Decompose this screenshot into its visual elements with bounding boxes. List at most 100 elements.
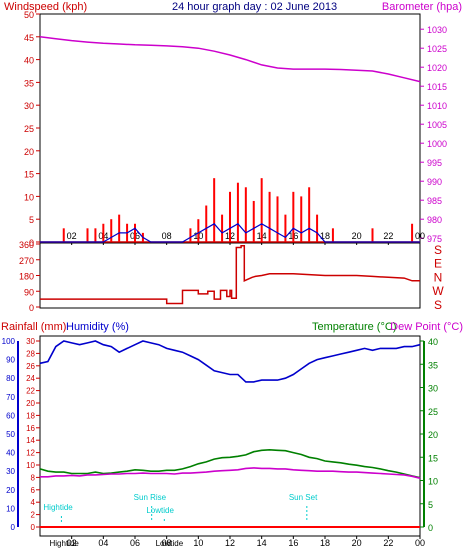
- rain-tick-label: 2: [31, 511, 36, 520]
- chart-title: 24 hour graph day : 02 June 2013: [172, 1, 337, 13]
- wind-x-tick-label: 22: [383, 231, 393, 241]
- barometer-tick-label: 985: [427, 196, 442, 206]
- rainfall-axis-label: Rainfall (mm): [1, 321, 66, 333]
- compass-label: E: [434, 257, 442, 271]
- climate-panel-frame: [39, 335, 421, 537]
- climate-x-tick-label: 22: [383, 538, 393, 548]
- tide-annotation: Lowtide: [146, 506, 174, 515]
- humidity-tick-label: 70: [6, 393, 15, 402]
- rain-tick-label: 8: [31, 473, 36, 482]
- rain-tick-label: 16: [26, 424, 35, 433]
- temperature-tick-label: 40: [428, 337, 438, 347]
- rain-tick-label: 12: [26, 449, 35, 458]
- bottom-tide-label: Hightide: [50, 539, 80, 548]
- rain-tick-label: 10: [26, 461, 35, 470]
- temperature-tick-label: 35: [428, 360, 438, 370]
- windspeed-tick-label: 0: [29, 238, 34, 248]
- rain-tick-label: 28: [26, 349, 35, 358]
- rain-tick-label: 14: [26, 436, 35, 445]
- humidity-tick-label: 10: [6, 504, 15, 513]
- humidity-tick-label: 30: [6, 467, 15, 476]
- compass-label: S: [434, 298, 442, 312]
- barometer-tick-label: 1030: [427, 25, 447, 35]
- wind-x-tick-label: 20: [352, 231, 362, 241]
- temperature-axis-label: Temperature (°C): [312, 321, 396, 333]
- rain-tick-label: 0: [31, 523, 36, 532]
- wind-x-tick-label: 00: [415, 231, 425, 241]
- barometer-tick-label: 990: [427, 177, 442, 187]
- humidity-tick-label: 100: [2, 337, 16, 346]
- temperature-tick-label: 20: [428, 430, 438, 440]
- direction-tick-label: 90: [24, 287, 34, 297]
- windspeed-tick-label: 20: [24, 147, 34, 157]
- rain-tick-label: 30: [26, 337, 35, 346]
- climate-x-tick-label: 06: [130, 538, 140, 548]
- humidity-tick-label: 50: [6, 430, 15, 439]
- windspeed-tick-label: 25: [24, 124, 34, 134]
- humidity-tick-label: 40: [6, 449, 15, 458]
- temperature-tick-label: 30: [428, 384, 438, 394]
- windspeed-tick-label: 45: [24, 33, 34, 43]
- barometer-tick-label: 1000: [427, 139, 447, 149]
- climate-x-tick-label: 08: [162, 538, 172, 548]
- windspeed-tick-label: 5: [29, 215, 34, 225]
- humidity-tick-label: 90: [6, 356, 15, 365]
- barometer-tick-label: 980: [427, 215, 442, 225]
- wind-x-tick-label: 08: [162, 231, 172, 241]
- barometer-tick-label: 995: [427, 158, 442, 168]
- temperature-tick-label: 10: [428, 477, 438, 487]
- bottom-tide-label: Lowtide: [156, 539, 184, 548]
- climate-x-tick-label: 00: [415, 538, 425, 548]
- compass-label: N: [434, 270, 443, 284]
- tide-annotation: Sun Set: [289, 493, 318, 502]
- windspeed-axis-label: Windspeed (kph): [4, 1, 87, 13]
- climate-x-tick-label: 12: [225, 538, 235, 548]
- barometer-tick-label: 975: [427, 234, 442, 244]
- humidity-line: [39, 340, 421, 383]
- windspeed-tick-label: 40: [24, 56, 34, 66]
- direction-tick-label: 270: [19, 256, 34, 266]
- climate-x-tick-label: 02: [67, 538, 77, 548]
- temperature-tick-label: 25: [428, 407, 438, 417]
- compass-label: S: [434, 243, 442, 257]
- windspeed-tick-label: 10: [24, 192, 34, 202]
- climate-x-tick-label: 10: [193, 538, 203, 548]
- rain-tick-label: 26: [26, 362, 35, 371]
- humidity-tick-label: 0: [11, 523, 16, 532]
- rain-tick-label: 4: [31, 498, 36, 507]
- direction-tick-label: 180: [19, 272, 34, 282]
- temperature-line: [39, 448, 421, 479]
- chart-marks: 0510152025303540455097598098599099510001…: [2, 10, 447, 548]
- barometer-tick-label: 1020: [427, 63, 447, 73]
- barometer-tick-label: 1005: [427, 120, 447, 130]
- humidity-tick-label: 20: [6, 486, 15, 495]
- dewpoint-line: [40, 467, 421, 479]
- humidity-tick-label: 80: [6, 374, 15, 383]
- rain-tick-label: 18: [26, 411, 35, 420]
- wind-x-tick-label: 02: [67, 231, 77, 241]
- dewpoint-axis-label: Dew Point (°C): [390, 321, 463, 333]
- climate-x-tick-label: 18: [320, 538, 330, 548]
- temperature-tick-label: 15: [428, 453, 438, 463]
- barometer-tick-label: 1010: [427, 101, 447, 111]
- compass-label: W: [432, 284, 444, 298]
- humidity-axis-label: Humidity (%): [66, 321, 129, 333]
- direction-tick-label: 0: [29, 303, 34, 313]
- climate-x-tick-label: 20: [352, 538, 362, 548]
- tide-annotation: Sun Rise: [134, 493, 167, 502]
- temperature-tick-label: 5: [428, 500, 433, 510]
- barometer-tick-label: 1025: [427, 44, 447, 54]
- rain-tick-label: 24: [26, 374, 35, 383]
- windspeed-tick-label: 35: [24, 78, 34, 88]
- barometer-tick-label: 1015: [427, 82, 447, 92]
- direction-tick-label: 360: [19, 240, 34, 250]
- wind-direction-line: [40, 245, 420, 305]
- climate-x-tick-label: 14: [257, 538, 267, 548]
- tide-annotation: Hightide: [43, 503, 73, 512]
- windspeed-tick-label: 50: [24, 10, 34, 20]
- wind-speed-line: [40, 223, 420, 243]
- temperature-tick-label: 0: [428, 523, 433, 533]
- wind-x-tick-label: 18: [320, 231, 330, 241]
